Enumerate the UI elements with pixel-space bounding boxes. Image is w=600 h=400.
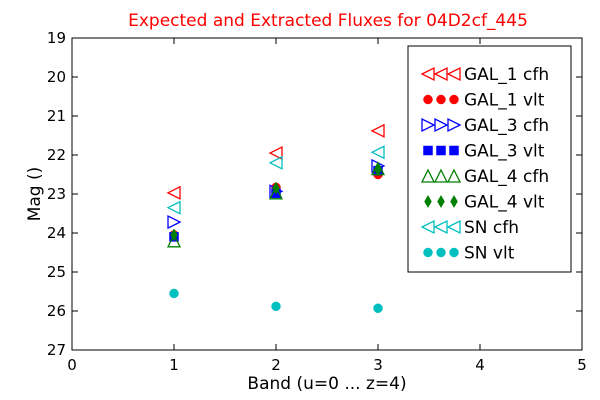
data-point: [169, 288, 179, 299]
data-point: [268, 145, 283, 161]
y-tick-label: 26: [47, 302, 66, 320]
legend-marker: [434, 117, 449, 133]
chart-title: Expected and Extracted Fluxes for 04D2cf…: [128, 11, 528, 31]
x-tick-label: 4: [475, 356, 485, 374]
data-point: [370, 145, 385, 160]
data-point: [166, 200, 181, 215]
data-point: [271, 301, 281, 312]
data-point: [268, 155, 283, 170]
y-tick-label: 24: [47, 224, 66, 242]
y-tick-label: 25: [47, 263, 66, 281]
legend-marker: [437, 195, 445, 208]
data-point: [370, 123, 385, 138]
legend-marker: [424, 195, 432, 208]
y-tick-label: 21: [47, 107, 66, 125]
legend-marker: [420, 168, 436, 183]
legend-label: GAL_3 cfh: [464, 116, 549, 136]
data-point: [272, 181, 280, 195]
legend-marker: [449, 247, 459, 258]
legend-marker: [446, 168, 462, 183]
legend-label: GAL_4 vlt: [464, 193, 545, 213]
x-tick-label: 3: [373, 356, 383, 374]
y-tick-label: 22: [47, 146, 66, 164]
legend-marker: [433, 168, 449, 183]
legend-marker: [450, 195, 458, 208]
data-point: [166, 233, 182, 248]
legend-label: SN cfh: [464, 218, 519, 238]
legend-marker: [446, 219, 461, 235]
legend-label: GAL_1 cfh: [464, 65, 549, 85]
legend-label: GAL_1 vlt: [464, 91, 545, 111]
x-tick-label: 2: [271, 356, 281, 374]
legend-marker: [436, 145, 446, 156]
data-point: [268, 185, 284, 200]
y-tick-label: 27: [47, 341, 66, 359]
legend-marker: [449, 94, 459, 105]
legend-marker: [423, 247, 433, 258]
legend-label: GAL_4 cfh: [464, 167, 549, 187]
data-point: [170, 228, 178, 242]
legend-marker: [423, 94, 433, 105]
legend-marker: [447, 117, 462, 133]
legend-label: GAL_3 vlt: [464, 142, 545, 162]
x-tick-label: 0: [67, 356, 77, 374]
y-axis-label: Mag (): [25, 167, 45, 222]
data-point: [373, 303, 383, 314]
legend-frame: [407, 45, 572, 273]
legend-marker: [423, 145, 433, 156]
legend-items: GAL_1 cfh GAL_1 vlt GAL_3 cfh GAL_3 vlt GAL_…: [420, 65, 549, 264]
legend-marker: [436, 247, 446, 258]
legend-marker: [421, 117, 436, 133]
data-point: [166, 185, 181, 200]
legend-marker: [436, 94, 446, 105]
legend-label: SN vlt: [464, 244, 515, 264]
data-point: [374, 163, 382, 177]
data-marks: [166, 123, 386, 314]
x-tick-label: 5: [577, 356, 587, 374]
y-tick-label: 23: [47, 185, 66, 203]
x-axis-label: Band (u=0 ... z=4): [247, 374, 406, 394]
legend: GAL_1 cfh GAL_1 vlt GAL_3 cfh GAL_3 vlt GAL_…: [407, 45, 572, 273]
x-tick-label: 1: [169, 356, 179, 374]
legend-marker: [446, 66, 461, 82]
y-tick-label: 19: [47, 29, 66, 47]
legend-marker: [449, 145, 459, 156]
data-point: [167, 215, 182, 230]
y-tick-label: 20: [47, 68, 66, 86]
